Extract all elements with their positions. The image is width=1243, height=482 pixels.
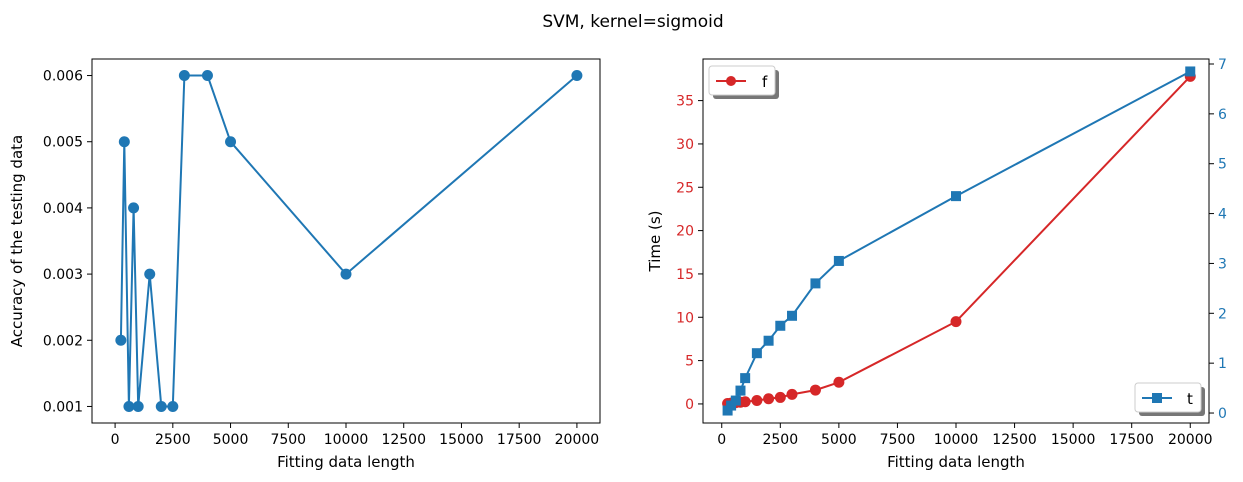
accuracy-series-point bbox=[571, 70, 583, 82]
time-right-y-axis: 0 1 2 3 4 5 6 7 bbox=[1209, 57, 1227, 422]
accuracy-ytick-label: 0.005 bbox=[43, 135, 83, 151]
series-f-point bbox=[739, 396, 751, 408]
time-xtick-label: 5000 bbox=[821, 432, 857, 448]
accuracy-xtick-label: 15000 bbox=[439, 432, 484, 448]
accuracy-series-point bbox=[115, 334, 127, 346]
time-right-ytick-label: 1 bbox=[1218, 356, 1227, 372]
series-t-point bbox=[833, 255, 844, 266]
accuracy-series-point bbox=[132, 400, 144, 412]
legend-f-marker bbox=[726, 76, 736, 86]
accuracy-xtick-label: 0 bbox=[111, 432, 120, 448]
series-t-point bbox=[1185, 66, 1196, 77]
legend-f: f bbox=[708, 65, 779, 99]
time-right-ytick-label: 2 bbox=[1218, 306, 1227, 322]
time-left-ytick-label: 15 bbox=[676, 267, 694, 283]
time-plot-frame bbox=[702, 58, 1210, 424]
accuracy-ytick-label: 0.004 bbox=[43, 201, 83, 217]
accuracy-xtick-label: 17500 bbox=[497, 432, 542, 448]
accuracy-ytick-label: 0.001 bbox=[43, 399, 83, 415]
figure-title: SVM, kernel=sigmoid bbox=[542, 12, 723, 32]
series-f-point bbox=[833, 376, 845, 388]
time-right-ytick-label: 0 bbox=[1218, 406, 1227, 422]
time-right-ytick-label: 5 bbox=[1218, 157, 1227, 173]
series-f-point bbox=[763, 393, 775, 405]
accuracy-series-point bbox=[128, 202, 140, 214]
accuracy-x-axis: 0 2500 5000 7500 10000 12500 15000 17500 20000 bbox=[111, 423, 600, 448]
accuracy-ytick-label: 0.002 bbox=[43, 333, 83, 349]
series-t-point bbox=[951, 191, 961, 202]
legend-t-marker bbox=[1152, 393, 1162, 403]
series-f-point bbox=[809, 384, 821, 396]
time-left-ytick-label: 20 bbox=[676, 224, 694, 240]
accuracy-y-axis-label: Accuracy of the testing data bbox=[8, 135, 26, 347]
time-x-axis-label: Fitting data length bbox=[887, 453, 1025, 471]
time-left-ytick-label: 30 bbox=[676, 137, 694, 153]
time-right-ytick-label: 4 bbox=[1218, 207, 1227, 223]
legend-f-label: f bbox=[762, 73, 768, 91]
time-marks bbox=[722, 66, 1196, 416]
accuracy-series-point bbox=[118, 136, 130, 148]
accuracy-series-line bbox=[119, 74, 578, 408]
time-xtick-label: 0 bbox=[717, 432, 726, 448]
time-xtick-label: 7500 bbox=[880, 432, 916, 448]
accuracy-series-point bbox=[167, 400, 179, 412]
series-f-point bbox=[774, 391, 786, 403]
accuracy-plot-frame bbox=[91, 58, 601, 424]
accuracy-xtick-label: 12500 bbox=[381, 432, 426, 448]
accuracy-xtick-label: 5000 bbox=[213, 432, 249, 448]
accuracy-y-axis: 0.001 0.002 0.003 0.004 0.005 0.006 bbox=[43, 69, 92, 415]
accuracy-series-point bbox=[201, 70, 213, 82]
accuracy-series-point bbox=[123, 400, 135, 412]
time-xtick-label: 20000 bbox=[1168, 432, 1213, 448]
accuracy-xtick-label: 7500 bbox=[270, 432, 306, 448]
series-f-point bbox=[950, 316, 962, 328]
time-right-ytick-label: 6 bbox=[1218, 107, 1227, 123]
time-x-axis: 0 2500 5000 7500 10000 12500 15000 17500 20000 bbox=[717, 423, 1213, 448]
accuracy-series-point bbox=[178, 70, 190, 82]
time-right-ytick-label: 3 bbox=[1218, 256, 1227, 272]
time-left-ytick-label: 0 bbox=[685, 397, 694, 413]
accuracy-series-point bbox=[155, 400, 167, 412]
legend-t-label: t bbox=[1187, 390, 1193, 408]
time-left-ytick-label: 10 bbox=[676, 310, 694, 326]
time-left-ytick-label: 5 bbox=[685, 354, 694, 370]
series-f-point bbox=[786, 388, 798, 400]
series-t-point bbox=[810, 278, 821, 289]
time-y-axis-label: Time (s) bbox=[646, 211, 664, 273]
accuracy-series-point bbox=[144, 268, 156, 280]
series-t-point bbox=[751, 348, 762, 359]
time-xtick-label: 2500 bbox=[762, 432, 798, 448]
series-t-point bbox=[730, 395, 741, 406]
series-t-point bbox=[763, 335, 774, 346]
accuracy-marks bbox=[115, 70, 583, 412]
time-right-ytick-label: 7 bbox=[1218, 57, 1227, 73]
accuracy-chart: 0 2500 5000 7500 10000 12500 15000 17500 20000 0… bbox=[8, 58, 601, 471]
series-t-point bbox=[775, 320, 786, 331]
time-xtick-label: 12500 bbox=[992, 432, 1037, 448]
series-t-line bbox=[726, 70, 1191, 412]
time-xtick-label: 17500 bbox=[1109, 432, 1154, 448]
accuracy-xtick-label: 2500 bbox=[155, 432, 191, 448]
time-left-ytick-label: 35 bbox=[676, 94, 694, 110]
legend-t: t bbox=[1134, 382, 1205, 416]
time-xtick-label: 10000 bbox=[934, 432, 979, 448]
series-f-point bbox=[751, 394, 763, 406]
series-t-point bbox=[740, 373, 751, 384]
time-xtick-label: 15000 bbox=[1051, 432, 1096, 448]
accuracy-ytick-label: 0.003 bbox=[43, 267, 83, 283]
accuracy-xtick-label: 20000 bbox=[555, 432, 600, 448]
accuracy-series-point bbox=[340, 268, 352, 280]
accuracy-xtick-label: 10000 bbox=[324, 432, 369, 448]
time-left-y-axis: 0 5 10 15 20 25 30 35 bbox=[676, 94, 703, 413]
series-t-point bbox=[787, 310, 798, 321]
accuracy-ytick-label: 0.006 bbox=[43, 69, 83, 85]
series-f-line bbox=[727, 75, 1192, 405]
time-left-ytick-label: 25 bbox=[676, 180, 694, 196]
accuracy-series-point bbox=[225, 136, 237, 148]
accuracy-x-axis-label: Fitting data length bbox=[277, 453, 415, 471]
time-chart: 0 2500 5000 7500 10000 12500 15000 17500 20000 0… bbox=[646, 57, 1227, 471]
series-t-point bbox=[735, 385, 746, 396]
